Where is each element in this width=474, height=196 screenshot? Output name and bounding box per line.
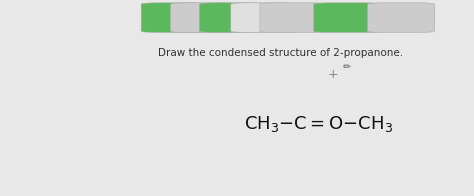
FancyBboxPatch shape [231,3,298,33]
FancyBboxPatch shape [367,3,435,33]
Text: Draw the condensed structure of 2-propanone.: Draw the condensed structure of 2-propan… [158,48,403,58]
FancyBboxPatch shape [141,3,209,33]
Text: ✏: ✏ [342,62,351,73]
FancyBboxPatch shape [170,3,237,33]
FancyBboxPatch shape [200,3,266,33]
Text: +: + [328,68,338,81]
FancyBboxPatch shape [260,3,327,33]
Text: $\mathsf{CH_3{-}C{=}O{-}CH_3}$: $\mathsf{CH_3{-}C{=}O{-}CH_3}$ [244,114,393,134]
FancyBboxPatch shape [314,3,381,33]
